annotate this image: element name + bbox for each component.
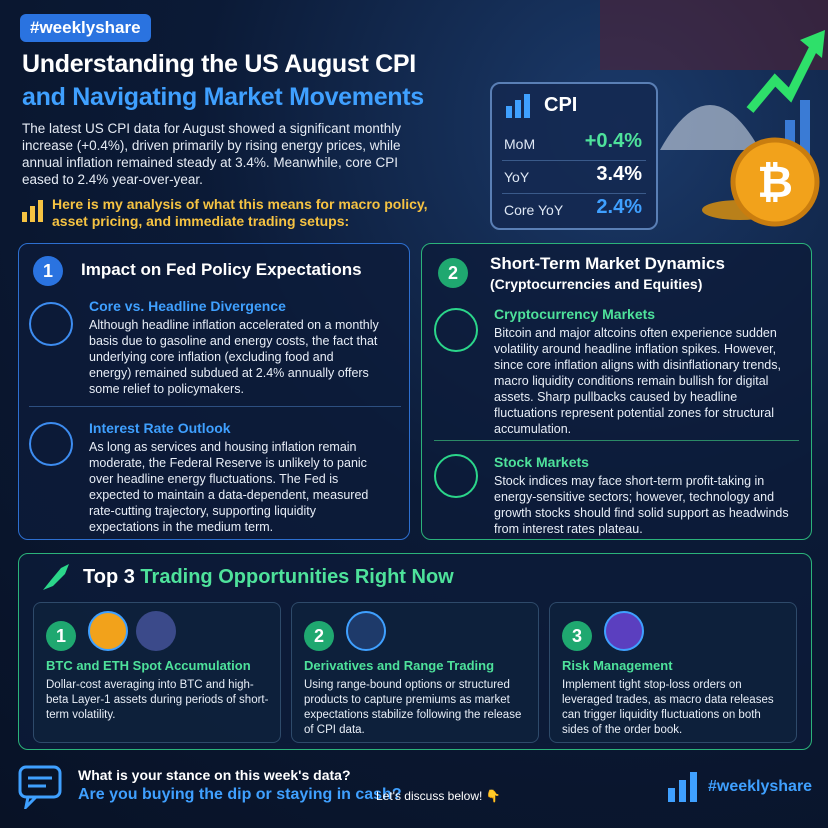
bar-icon: [22, 200, 43, 222]
item-title: Core vs. Headline Divergence: [89, 298, 286, 314]
section-number: 2: [438, 258, 468, 288]
card-title: Derivatives and Range Trading: [304, 658, 495, 673]
card-text: Implement tight stop-loss orders on leve…: [562, 679, 774, 736]
divider: [434, 440, 799, 441]
chat-icon: [18, 765, 62, 809]
divider: [29, 406, 401, 407]
item-text: As long as services and housing inflatio…: [89, 440, 369, 534]
analysis: Here is my analysis of what this means f…: [52, 196, 428, 229]
cpi-value: +0.4%: [584, 130, 642, 152]
section-subtitle: (Cryptocurrencies and Equities): [490, 276, 703, 292]
bar-icon: [506, 94, 530, 118]
card: 2 Derivatives and Range Trading Using rang…: [291, 602, 539, 743]
card-number: 3: [562, 621, 592, 651]
title: Understanding the US August CPI: [22, 50, 416, 78]
card: 3 Risk Management Implement tight stop-los…: [549, 602, 797, 743]
title: and Navigating Market Movements: [22, 83, 424, 111]
title-rest: Trading Opportunities Right Now: [140, 566, 454, 588]
opportunities-title: Top 3 Trading Opportunities Right Now: [83, 566, 454, 589]
footer-tag: #weeklyshare: [708, 778, 813, 795]
title-lead: Top 3: [83, 566, 135, 588]
card-icon: [604, 611, 644, 651]
icon: [434, 454, 478, 498]
card-text: Using range-bound options or structured …: [304, 679, 522, 736]
cpi-value: 2.4%: [596, 196, 642, 218]
item-title: Cryptocurrency Markets: [494, 306, 656, 322]
cpi-card: CPI MoM +0.4% YoY 3.4% Core YoY 2.4%: [490, 82, 658, 230]
decoration: ₿: [600, 0, 828, 227]
section-title: Short-Term Market Dynamics: [490, 254, 725, 273]
icon: [434, 308, 478, 352]
section-number: 1: [33, 256, 63, 286]
icon: [29, 422, 73, 466]
bar-icon: [668, 772, 697, 802]
card-number: 1: [46, 621, 76, 651]
item-text: Stock indices may face short-term profit…: [494, 474, 789, 536]
item-text: Although headline inflation accelerated …: [89, 318, 379, 396]
card-number: 2: [304, 621, 334, 651]
card-icon: [88, 611, 128, 651]
divider: [502, 160, 646, 161]
item-title: Stock Markets: [494, 454, 589, 470]
footer-cta: Let's discuss below! 👇: [376, 789, 501, 803]
cpi-title: CPI: [544, 94, 578, 116]
card-icon: [346, 611, 386, 651]
cpi-value: 3.4%: [596, 163, 642, 185]
rocket-icon: [43, 564, 69, 590]
section: 2 Short-Term Market Dynamics (Cryptocurr…: [421, 243, 812, 540]
section: 1 Impact on Fed Policy Expectations Core…: [18, 243, 410, 540]
cpi-label: MoM: [504, 136, 536, 152]
footer-prompt: Are you buying the dip or staying in cas…: [78, 786, 402, 803]
card-text: Dollar-cost averaging into BTC and high-…: [46, 679, 269, 721]
section-title: Impact on Fed Policy Expectations: [81, 260, 362, 279]
divider: [502, 193, 646, 194]
card-icon: [136, 611, 176, 651]
svg-text:₿: ₿: [757, 158, 793, 207]
intro: The latest US CPI data for August showed…: [22, 121, 401, 187]
item-title: Interest Rate Outlook: [89, 420, 231, 436]
hashtag: #weeklyshare: [20, 14, 151, 42]
card-title: BTC and ETH Spot Accumulation: [46, 658, 251, 673]
item-text: Bitcoin and major altcoins often experie…: [494, 326, 781, 436]
card: 1 BTC and ETH Spot Accumulation Dollar-cos…: [33, 602, 281, 743]
icon: [29, 302, 73, 346]
footer-question: What is your stance on this week's data?: [78, 767, 351, 783]
cpi-label: YoY: [504, 169, 530, 185]
cpi-label: Core YoY: [504, 202, 564, 218]
card-title: Risk Management: [562, 658, 673, 673]
